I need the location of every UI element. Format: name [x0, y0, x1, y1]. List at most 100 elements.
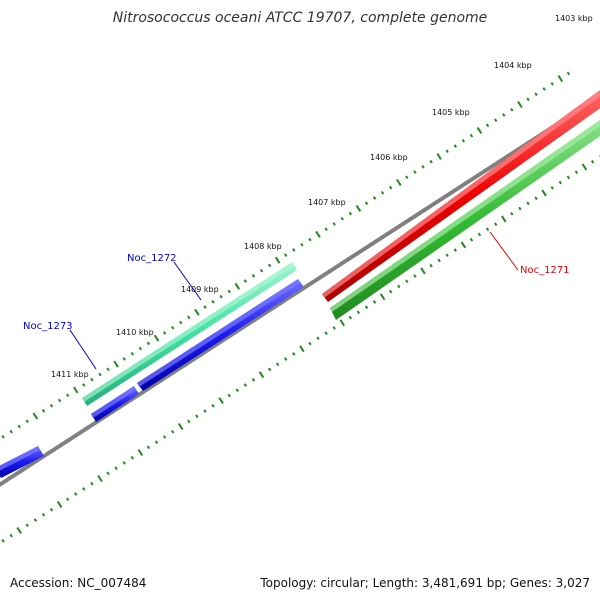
minor-tick [316, 336, 320, 341]
minor-tick [211, 300, 215, 304]
major-tick [541, 189, 547, 197]
minor-tick [25, 419, 29, 424]
major-tick [32, 412, 39, 420]
gene-label-text: Noc_1272 [127, 253, 177, 264]
gene-noc-1271[interactable] [322, 90, 600, 302]
minor-tick [356, 310, 361, 315]
major-tick [97, 475, 103, 483]
minor-tick [380, 190, 385, 195]
orf-forward-segment[interactable] [82, 262, 297, 406]
tick-labels: 1403 kbp 1404 kbp 1405 kbp 1406 kbp 1407… [51, 14, 593, 379]
minor-tick [66, 497, 70, 502]
minor-tick [494, 222, 498, 226]
minor-tick [211, 404, 215, 408]
gene-label-text: Noc_1273 [23, 321, 73, 332]
minor-tick [203, 305, 207, 309]
minor-tick [195, 414, 199, 419]
minor-tick [187, 315, 191, 320]
minor-tick [179, 320, 183, 325]
minor-tick [574, 170, 579, 175]
minor-tick [437, 258, 441, 263]
minor-tick [502, 113, 506, 117]
major-tick [56, 500, 63, 508]
minor-tick [453, 248, 457, 252]
minor-tick [405, 175, 409, 180]
minor-tick [82, 487, 86, 491]
minor-tick [1, 434, 5, 439]
minor-tick [243, 383, 248, 387]
minor-tick [429, 263, 433, 268]
minor-tick [566, 175, 571, 180]
minor-tick [267, 263, 272, 268]
minor-tick [308, 237, 312, 242]
minor-tick [9, 533, 13, 538]
major-tick [436, 152, 442, 160]
minor-tick [122, 461, 126, 465]
major-tick [299, 345, 305, 353]
minor-tick [372, 196, 377, 200]
tick-label: 1410 kbp [116, 328, 154, 337]
minor-tick [49, 507, 54, 512]
tick-label: 1406 kbp [370, 153, 408, 162]
gene-left-partial[interactable] [0, 446, 44, 478]
minor-tick [146, 445, 151, 450]
gene-noc-1272[interactable] [137, 279, 304, 391]
gene-noc-1273[interactable] [91, 386, 139, 422]
minor-tick [98, 372, 102, 377]
minor-tick [227, 393, 231, 398]
minor-tick [284, 357, 288, 361]
minor-tick [340, 216, 344, 221]
minor-tick [526, 97, 530, 102]
minor-tick [348, 211, 352, 216]
major-tick [557, 75, 564, 83]
minor-tick [558, 180, 562, 185]
minor-tick [114, 466, 118, 470]
minor-tick [550, 185, 554, 190]
major-tick [177, 423, 184, 431]
minor-tick [259, 268, 264, 273]
major-tick [339, 319, 345, 327]
minor-tick [267, 367, 272, 372]
minor-tick [510, 211, 514, 216]
gene-label-noc-1273[interactable]: Noc_1273 [23, 321, 97, 370]
minor-tick [154, 440, 159, 444]
minor-tick [219, 294, 223, 299]
minor-tick [90, 377, 94, 382]
minor-tick [566, 71, 571, 76]
minor-tick [227, 289, 231, 294]
minor-tick [590, 160, 595, 164]
minor-tick [275, 362, 280, 367]
minor-tick [397, 284, 401, 289]
minor-tick [300, 242, 304, 247]
tick-label: 1405 kbp [432, 108, 470, 117]
minor-tick [251, 274, 256, 278]
major-tick [234, 282, 241, 290]
gene-label-text: Noc_1271 [520, 265, 570, 276]
map-title: Nitrosococcus oceani ATCC 19707, complet… [113, 10, 488, 26]
minor-tick [17, 424, 21, 429]
minor-tick [453, 144, 457, 148]
minor-tick [445, 149, 449, 154]
major-tick [420, 267, 426, 275]
minor-tick [445, 253, 449, 258]
inner-tick-ring [1, 155, 600, 543]
gene-label-noc-1272[interactable]: Noc_1272 [127, 253, 202, 301]
gene-label-noc-1271[interactable]: Noc_1271 [489, 231, 570, 276]
minor-tick [284, 253, 288, 257]
minor-tick [57, 398, 62, 403]
minor-tick [389, 185, 393, 190]
major-tick [379, 293, 386, 301]
major-tick [396, 178, 402, 186]
minor-tick [413, 170, 417, 174]
minor-tick [292, 352, 296, 356]
minor-tick [542, 87, 546, 91]
minor-tick [485, 123, 490, 128]
minor-tick [510, 107, 514, 112]
orf-reverse-segment[interactable] [330, 120, 600, 320]
accession-label: Accession: NC_007484 [10, 576, 147, 590]
major-tick [16, 526, 22, 534]
minor-tick [162, 435, 167, 439]
minor-tick [235, 388, 239, 393]
minor-tick [518, 206, 522, 211]
